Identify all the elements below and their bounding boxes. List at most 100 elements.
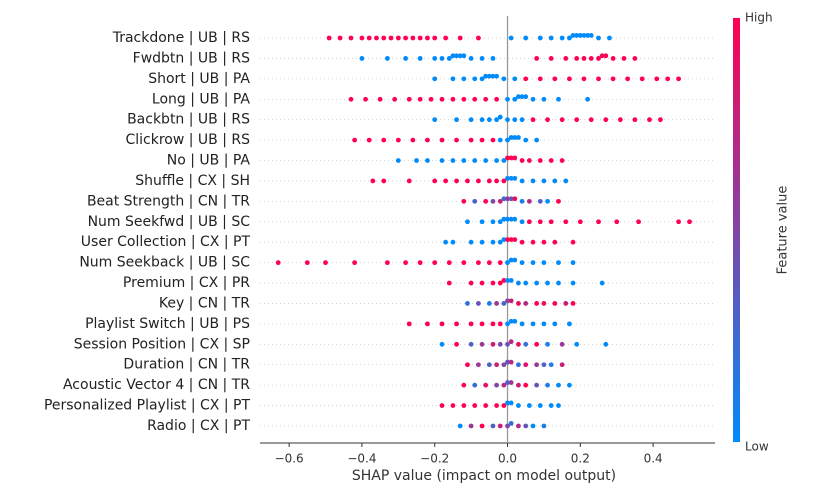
- dot: [570, 239, 576, 245]
- dot: [446, 280, 452, 286]
- dot: [501, 76, 507, 82]
- dot: [501, 216, 507, 222]
- dot: [468, 239, 474, 245]
- dot: [505, 117, 510, 123]
- dot: [526, 198, 532, 204]
- dot: [439, 158, 445, 163]
- dot: [632, 117, 638, 123]
- dot: [359, 35, 365, 41]
- dot: [472, 96, 478, 102]
- dot: [588, 33, 594, 38]
- dot: [490, 137, 496, 143]
- dot: [494, 178, 499, 184]
- x-tick-label: 0.2: [571, 452, 590, 466]
- dot: [512, 135, 518, 140]
- dot: [577, 219, 583, 225]
- dot: [570, 280, 576, 286]
- dot: [381, 35, 387, 41]
- dot: [476, 178, 481, 184]
- dot: [603, 53, 609, 59]
- dot: [461, 158, 467, 163]
- dot: [567, 76, 572, 82]
- dot: [625, 76, 631, 82]
- dot: [501, 301, 507, 306]
- dot: [552, 301, 558, 306]
- dot: [483, 403, 489, 408]
- dot: [516, 341, 521, 347]
- dot: [494, 362, 499, 368]
- dot: [508, 359, 514, 365]
- feature-label: Fwdbtn | UB | RS: [133, 50, 250, 66]
- dot: [512, 237, 518, 243]
- dot: [505, 96, 510, 102]
- dot: [559, 341, 565, 347]
- dot: [494, 403, 499, 408]
- dot: [479, 321, 485, 327]
- dot: [490, 423, 496, 429]
- dot: [508, 155, 514, 161]
- dot: [505, 321, 510, 327]
- dot: [501, 403, 507, 408]
- dot: [457, 35, 463, 41]
- dot: [406, 178, 412, 184]
- dot: [577, 33, 583, 38]
- dot: [505, 278, 510, 283]
- dot: [483, 382, 489, 388]
- dot: [476, 301, 481, 306]
- dot: [596, 56, 601, 61]
- dot: [501, 196, 507, 202]
- dot: [363, 96, 368, 102]
- dot: [530, 423, 536, 429]
- dot: [497, 137, 503, 143]
- dot: [596, 35, 601, 41]
- dot: [505, 359, 510, 365]
- dot: [530, 260, 536, 266]
- dot: [494, 382, 499, 388]
- dot: [519, 117, 525, 123]
- dot: [614, 219, 620, 225]
- dot: [468, 423, 474, 429]
- dot: [486, 301, 492, 306]
- dot: [417, 35, 423, 41]
- dot: [599, 53, 605, 59]
- feature-label: Short | UB | PA: [148, 71, 250, 87]
- dot: [501, 178, 507, 184]
- dot: [490, 219, 496, 225]
- dot: [443, 239, 449, 245]
- dot: [519, 239, 525, 245]
- dot: [359, 56, 365, 61]
- dot: [494, 96, 499, 102]
- dot: [508, 35, 514, 41]
- dot: [585, 96, 590, 102]
- dot: [559, 158, 565, 163]
- dot: [417, 96, 423, 102]
- dot: [516, 280, 521, 286]
- dot: [508, 237, 514, 243]
- dot: [508, 216, 514, 222]
- dot: [548, 362, 554, 368]
- dot: [454, 53, 459, 59]
- dot: [676, 76, 681, 82]
- dot: [588, 56, 594, 61]
- dot: [658, 117, 663, 123]
- dot: [439, 403, 445, 408]
- dot: [468, 280, 474, 286]
- dot: [519, 219, 525, 225]
- dot: [479, 117, 485, 123]
- dot: [508, 196, 514, 202]
- dot: [596, 76, 601, 82]
- dot: [556, 96, 561, 102]
- dot: [505, 237, 510, 243]
- dot: [508, 278, 514, 283]
- dot: [687, 219, 692, 225]
- dot: [603, 117, 609, 123]
- dot: [497, 219, 503, 225]
- dot: [512, 117, 518, 123]
- dot: [556, 403, 561, 408]
- dot: [516, 382, 521, 388]
- dot: [610, 56, 616, 61]
- feature-label: Long | UB | PA: [152, 91, 251, 107]
- dot: [501, 278, 507, 283]
- dot: [501, 382, 507, 388]
- dot: [665, 76, 671, 82]
